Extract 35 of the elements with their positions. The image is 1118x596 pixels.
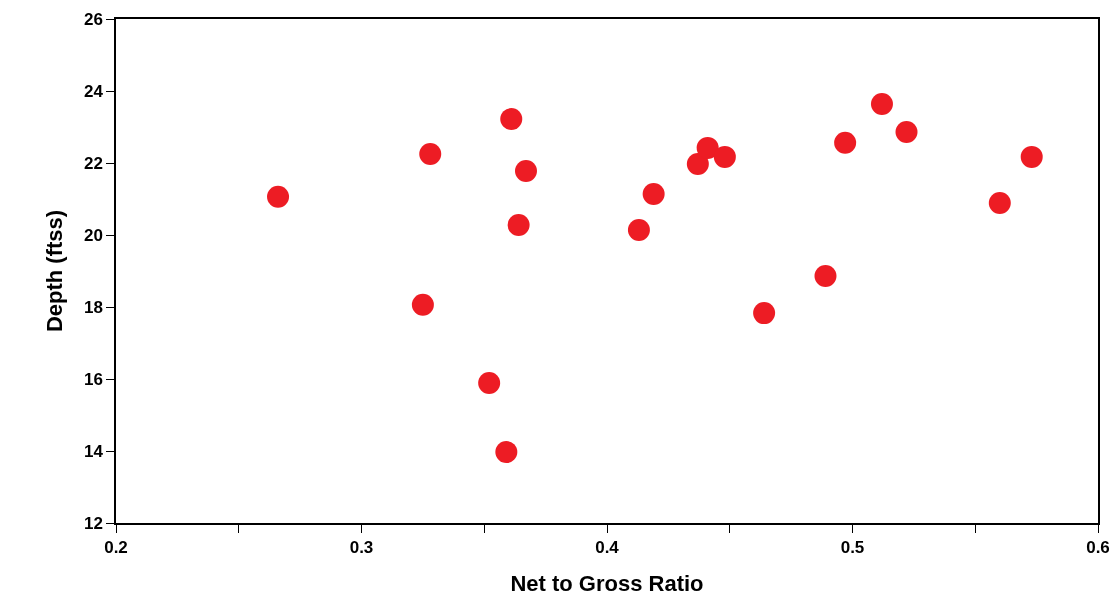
y-tick-label: 20 [83,225,103,245]
point [627,218,650,241]
point [870,92,893,115]
point [642,182,665,205]
point [1020,145,1043,168]
y-tick-label: 24 [83,81,104,101]
point [696,136,719,159]
x-tick-label: 0.5 [840,538,865,558]
x-tick-label: 0.3 [349,538,374,558]
y-tick-label: 22 [83,153,103,173]
y-tick-label: 26 [83,9,103,29]
point [988,191,1011,214]
y-axis-title: Depth (ftss) [41,209,67,333]
point [713,145,736,168]
point [686,153,709,176]
x-tick-label: 0.6 [1086,538,1110,558]
x-tick-label: 0.2 [104,538,128,558]
point [814,265,837,288]
point [515,159,537,182]
y-tick-label: 16 [83,369,103,389]
point [419,143,442,165]
point [478,371,501,394]
y-tick-label: 14 [83,441,104,461]
point [507,213,530,236]
point [895,121,918,144]
point [834,131,857,154]
point [500,108,523,131]
y-tick-label: 12 [83,513,103,533]
x-tick-label: 0.4 [595,538,620,558]
point [495,441,518,464]
point [753,302,776,325]
y-tick-label: 18 [83,297,103,317]
point [411,293,434,316]
point [267,185,290,208]
x-axis-title: Net to Gross Ratio [510,571,704,596]
